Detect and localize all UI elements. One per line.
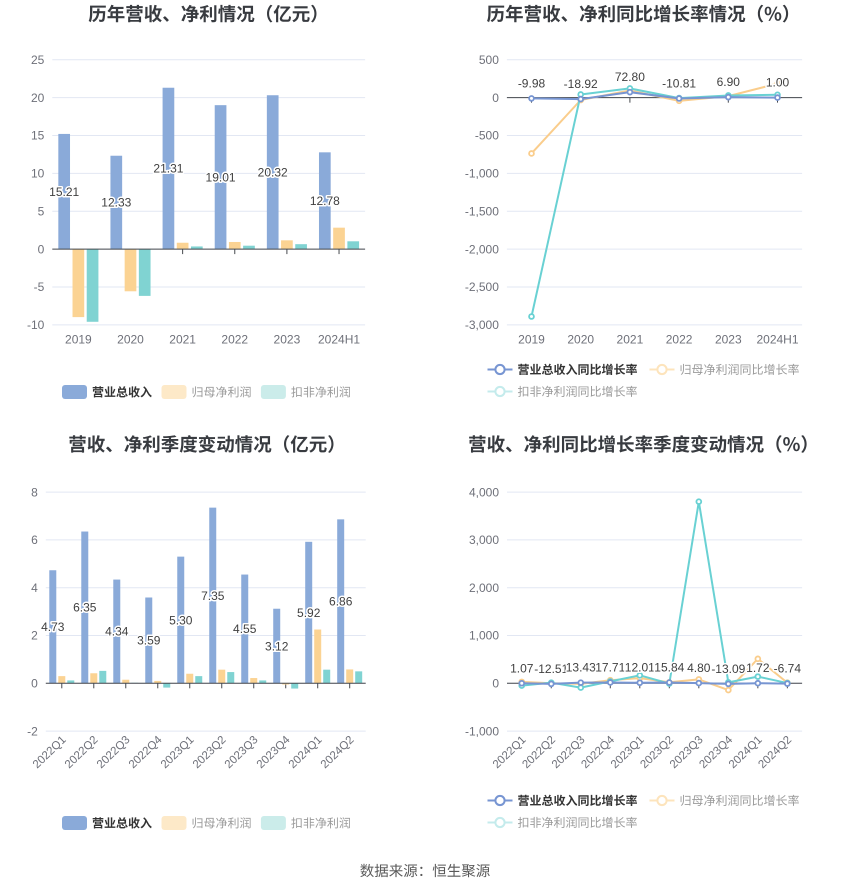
svg-text:2021: 2021 bbox=[617, 332, 644, 346]
svg-text:5: 5 bbox=[38, 204, 45, 218]
svg-text:-1,500: -1,500 bbox=[465, 204, 499, 218]
svg-text:8: 8 bbox=[31, 485, 38, 499]
svg-text:5.92: 5.92 bbox=[297, 606, 321, 620]
svg-text:-5: -5 bbox=[34, 280, 45, 294]
svg-text:15: 15 bbox=[31, 129, 45, 143]
svg-text:2,000: 2,000 bbox=[469, 581, 499, 595]
svg-text:72.80: 72.80 bbox=[615, 70, 645, 84]
svg-text:6.90: 6.90 bbox=[717, 75, 741, 89]
svg-text:1.72: 1.72 bbox=[746, 661, 770, 675]
svg-text:3.59: 3.59 bbox=[137, 634, 161, 648]
svg-text:500: 500 bbox=[479, 53, 499, 67]
svg-text:-2,000: -2,000 bbox=[465, 242, 499, 256]
svg-text:4.34: 4.34 bbox=[105, 625, 129, 639]
svg-text:2019: 2019 bbox=[518, 332, 545, 346]
svg-text:-18.92: -18.92 bbox=[564, 77, 598, 91]
svg-text:2024H1: 2024H1 bbox=[756, 332, 798, 346]
svg-text:0: 0 bbox=[492, 91, 499, 105]
svg-text:12.33: 12.33 bbox=[101, 196, 131, 210]
svg-text:10: 10 bbox=[31, 167, 45, 181]
svg-text:-500: -500 bbox=[475, 129, 499, 143]
svg-text:0: 0 bbox=[38, 242, 45, 256]
svg-text:2: 2 bbox=[31, 629, 38, 643]
svg-text:4.80: 4.80 bbox=[687, 661, 711, 675]
svg-text:2020: 2020 bbox=[117, 332, 144, 346]
svg-text:-1,000: -1,000 bbox=[465, 167, 499, 181]
svg-text:2019: 2019 bbox=[65, 332, 92, 346]
svg-text:2024H1: 2024H1 bbox=[318, 332, 360, 346]
svg-text:20: 20 bbox=[31, 91, 45, 105]
svg-text:6.86: 6.86 bbox=[329, 595, 353, 609]
svg-text:2020: 2020 bbox=[567, 332, 594, 346]
svg-text:3.12: 3.12 bbox=[265, 639, 289, 653]
svg-text:-9.98: -9.98 bbox=[518, 76, 546, 90]
svg-text:-10: -10 bbox=[27, 318, 45, 332]
svg-text:15.84: 15.84 bbox=[654, 661, 684, 675]
svg-text:4.55: 4.55 bbox=[233, 622, 257, 636]
svg-text:2023: 2023 bbox=[715, 332, 742, 346]
svg-text:1.00: 1.00 bbox=[766, 76, 790, 90]
svg-text:15.21: 15.21 bbox=[49, 185, 79, 199]
svg-text:-13.09: -13.09 bbox=[711, 662, 745, 676]
svg-text:6: 6 bbox=[31, 533, 38, 547]
svg-text:-1,000: -1,000 bbox=[465, 724, 499, 738]
svg-text:13.43: 13.43 bbox=[566, 661, 596, 675]
svg-text:7.35: 7.35 bbox=[201, 589, 225, 603]
svg-text:20.32: 20.32 bbox=[258, 165, 288, 179]
svg-text:2021: 2021 bbox=[169, 332, 196, 346]
svg-text:2023: 2023 bbox=[274, 332, 301, 346]
svg-text:-6.74: -6.74 bbox=[774, 662, 802, 676]
svg-text:3,000: 3,000 bbox=[469, 533, 499, 547]
svg-text:25: 25 bbox=[31, 53, 45, 67]
svg-text:5.30: 5.30 bbox=[169, 613, 193, 627]
svg-text:-2: -2 bbox=[27, 724, 38, 738]
svg-text:-2,500: -2,500 bbox=[465, 280, 499, 294]
svg-text:21.31: 21.31 bbox=[153, 162, 183, 176]
svg-text:-10.81: -10.81 bbox=[662, 76, 696, 90]
svg-text:1,000: 1,000 bbox=[469, 629, 499, 643]
svg-text:1.07: 1.07 bbox=[510, 661, 534, 675]
svg-text:-12.51: -12.51 bbox=[534, 662, 568, 676]
svg-text:12.78: 12.78 bbox=[310, 194, 340, 208]
svg-text:4.73: 4.73 bbox=[41, 620, 65, 634]
svg-text:2022: 2022 bbox=[221, 332, 248, 346]
svg-text:17.71: 17.71 bbox=[595, 660, 625, 674]
svg-text:4,000: 4,000 bbox=[469, 485, 499, 499]
svg-text:12.01: 12.01 bbox=[625, 661, 655, 675]
svg-text:6.35: 6.35 bbox=[73, 601, 97, 615]
svg-text:0: 0 bbox=[492, 677, 499, 691]
svg-text:0: 0 bbox=[31, 677, 38, 691]
svg-text:19.01: 19.01 bbox=[206, 170, 236, 184]
svg-text:4: 4 bbox=[31, 581, 38, 595]
svg-text:-3,000: -3,000 bbox=[465, 318, 499, 332]
svg-text:2022: 2022 bbox=[666, 332, 693, 346]
